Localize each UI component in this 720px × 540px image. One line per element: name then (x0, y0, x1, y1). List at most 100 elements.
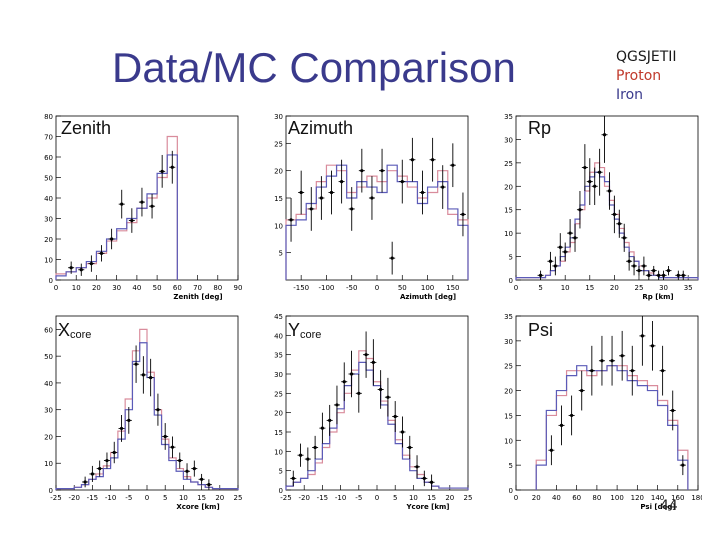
x-tick-label: 5 (538, 284, 542, 292)
x-tick-label: 25 (234, 494, 242, 502)
x-tick-label: 140 (651, 494, 664, 502)
data-point (112, 450, 116, 455)
data-point (630, 369, 634, 373)
data-point (140, 200, 144, 204)
y-tick-label: 40 (44, 380, 53, 388)
data-point (661, 369, 665, 373)
chart-rp: 0 5 10 15 20 25 30 35 0 5 10 15 20 25 30 35 Rp [km] (504, 113, 699, 301)
x-tick-label: 180 (691, 494, 702, 502)
x-tick-label: 100 (421, 284, 434, 292)
panel-label-main: Y (288, 320, 301, 340)
data-point (400, 180, 404, 184)
chart-xcore: 0 10 20 30 40 50 60 -25 -20 -15 -10 -5 0 5 10 15 20 25 Xco… (44, 315, 242, 511)
y-tick-label: 15 (504, 207, 513, 215)
panel-ycore: 0 5 10 15 20 25 30 35 40 45 -25 -20 -15 -10 -5 0 5 10 15 20… (260, 312, 472, 512)
data-point (671, 408, 675, 413)
data-point (298, 453, 303, 457)
x-tick-label: 0 (514, 284, 518, 292)
x-tick-label: 0 (54, 284, 58, 292)
data-point (661, 273, 666, 277)
data-point (593, 184, 597, 188)
data-point (408, 445, 412, 450)
data-point (309, 207, 313, 211)
y-tick-label: 5 (279, 250, 283, 258)
y-tick-label: 25 (504, 363, 513, 371)
y-tick-label: 20 (504, 388, 513, 396)
data-point (342, 380, 346, 384)
y-tick-label: 0 (509, 277, 513, 285)
data-point (563, 250, 567, 254)
y-tick-label: 5 (279, 468, 283, 476)
x-tick-label: -5 (125, 494, 132, 502)
y-tick-label: 5 (509, 462, 513, 470)
x-tick-label: 20 (92, 284, 101, 292)
panel-label-xcore: Xcore (58, 320, 91, 341)
data-point (99, 251, 104, 255)
y-tick-label: 20 (274, 410, 283, 418)
data-point (200, 477, 204, 481)
data-point (207, 483, 211, 487)
x-tick-label: 150 (446, 284, 459, 292)
page-number: 44 (660, 498, 678, 514)
data-point (652, 269, 656, 273)
data-point (568, 231, 572, 235)
chart-ycore: 0 5 10 15 20 25 30 35 40 45 -25 -20 -15 -10 -5 0 5 10 15 20… (274, 313, 472, 511)
y-tick-label: 80 (44, 113, 53, 121)
data-point (371, 360, 375, 364)
x-tick-label: 80 (592, 494, 601, 502)
data-point (580, 388, 584, 393)
data-point (386, 395, 390, 399)
panel-label-main: Psi (528, 320, 554, 340)
panel-label-psi: Psi (528, 320, 553, 341)
x-tick-label: 25 (464, 494, 472, 502)
data-point (573, 236, 577, 240)
data-point (98, 466, 102, 471)
data-point (163, 434, 167, 439)
data-point (319, 196, 323, 200)
y-tick-label: 35 (504, 313, 513, 321)
y-tick-label: 50 (44, 175, 53, 183)
data-point (340, 180, 344, 184)
y-tick-label: 10 (504, 437, 513, 445)
panel-label-sub: core (300, 329, 322, 341)
series-iron (285, 164, 469, 280)
y-tick-label: 10 (44, 460, 53, 468)
x-tick-label: -150 (293, 284, 309, 292)
data-point (559, 423, 564, 427)
data-point (607, 189, 612, 193)
y-tick-label: 10 (274, 222, 283, 230)
data-point (306, 457, 310, 461)
x-tick-label: 60 (572, 494, 581, 502)
x-tick-label: 5 (163, 494, 167, 502)
y-tick-label: 60 (44, 154, 53, 162)
y-tick-label: 40 (274, 332, 283, 340)
data-point (313, 445, 317, 450)
data-point (422, 476, 426, 480)
x-tick-label: 5 (393, 494, 397, 502)
y-tick-label: 20 (274, 168, 283, 176)
plot-frame (515, 115, 699, 281)
y-tick-label: 50 (44, 353, 53, 361)
y-tick-label: 10 (504, 230, 513, 238)
data-point (393, 414, 397, 419)
x-tick-label: 15 (427, 494, 436, 502)
x-axis-label: Rp [km] (642, 293, 673, 301)
y-tick-label: 35 (504, 113, 513, 121)
x-tick-label: 10 (72, 284, 81, 292)
data-point (89, 262, 93, 266)
legend-entry-proton: Proton (616, 68, 662, 84)
y-tick-label: 30 (44, 216, 53, 224)
y-tick-label: 30 (504, 136, 513, 144)
data-point (602, 133, 607, 137)
y-tick-label: 20 (44, 236, 53, 244)
x-tick-label: -20 (298, 494, 309, 502)
x-tick-label: 0 (375, 284, 379, 292)
x-tick-label: -25 (50, 494, 61, 502)
y-tick-label: 0 (49, 487, 53, 495)
data-point (170, 165, 174, 169)
data-point (141, 373, 145, 377)
x-tick-label: -25 (280, 494, 291, 502)
data-point (192, 466, 196, 471)
y-tick-label: 30 (44, 407, 53, 415)
